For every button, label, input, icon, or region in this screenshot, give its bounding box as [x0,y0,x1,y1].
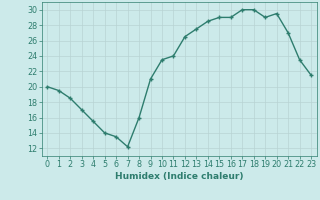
X-axis label: Humidex (Indice chaleur): Humidex (Indice chaleur) [115,172,244,181]
